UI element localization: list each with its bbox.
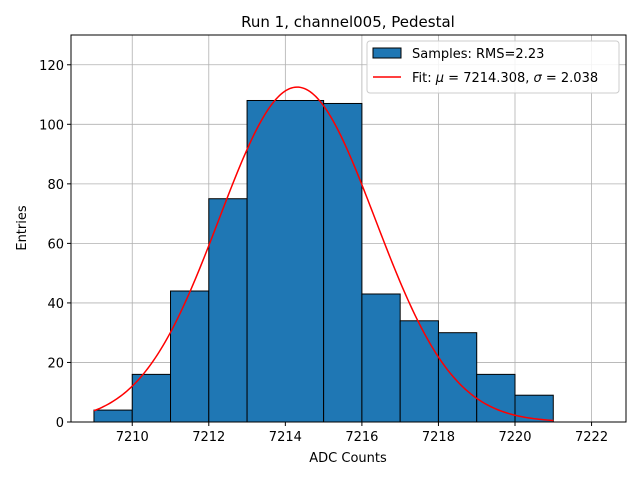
histogram-bar <box>361 293 401 423</box>
x-tick-label: 7214 <box>269 430 302 445</box>
legend-fit-mu-value: = 7214.308, <box>444 71 533 86</box>
legend-histogram-label: Samples: RMS=2.23 <box>412 47 544 62</box>
y-tick-label: 120 <box>39 59 64 74</box>
legend-fit-mu-symbol: μ <box>435 71 444 86</box>
legend-fit-prefix: Fit: <box>412 71 436 86</box>
x-tick-label: 7210 <box>116 430 149 445</box>
x-tick-label: 7218 <box>422 430 455 445</box>
y-tick-label: 40 <box>47 297 64 312</box>
legend: Samples: RMS=2.23 Fit: μ = 7214.308, σ =… <box>366 40 620 94</box>
y-axis-label: Entries <box>15 205 30 251</box>
histogram-bar <box>399 320 439 423</box>
histogram-bar <box>476 373 516 423</box>
plot-frame <box>70 34 627 423</box>
fit-curve <box>93 86 554 422</box>
legend-bar-swatch <box>372 47 402 59</box>
y-tick-label: 60 <box>47 237 64 252</box>
histogram-bar <box>170 290 210 423</box>
histogram-bar <box>514 394 554 423</box>
y-tick-label: 100 <box>39 118 64 133</box>
x-tick-label: 7212 <box>192 430 225 445</box>
axis-ticks: 7210 7212 7214 7216 7218 7220 7222 0 20 40 60 80 100… <box>39 59 608 445</box>
histogram-bar <box>323 102 363 423</box>
legend-fit-label: Fit: μ = 7214.308, σ = 2.038 <box>412 71 598 86</box>
histogram-bar <box>93 409 133 423</box>
histogram-bar <box>437 332 478 423</box>
x-tick-label: 7220 <box>498 430 531 445</box>
y-tick-label: 20 <box>47 356 64 371</box>
y-tick-label: 0 <box>56 416 64 431</box>
y-tick-label: 80 <box>47 178 64 193</box>
legend-box <box>366 40 620 94</box>
legend-fit-sigma-symbol: σ <box>534 71 543 86</box>
histogram-bar <box>131 373 172 423</box>
histogram-bars <box>93 99 554 423</box>
histogram-bar <box>246 99 325 423</box>
chart-title: Run 1, channel005, Pedestal <box>241 13 455 31</box>
x-axis-label: ADC Counts <box>309 451 387 466</box>
histogram-bar <box>208 198 248 423</box>
legend-fit-sigma-value: = 2.038 <box>542 71 598 86</box>
x-tick-label: 7216 <box>345 430 378 445</box>
x-tick-label: 7222 <box>575 430 608 445</box>
